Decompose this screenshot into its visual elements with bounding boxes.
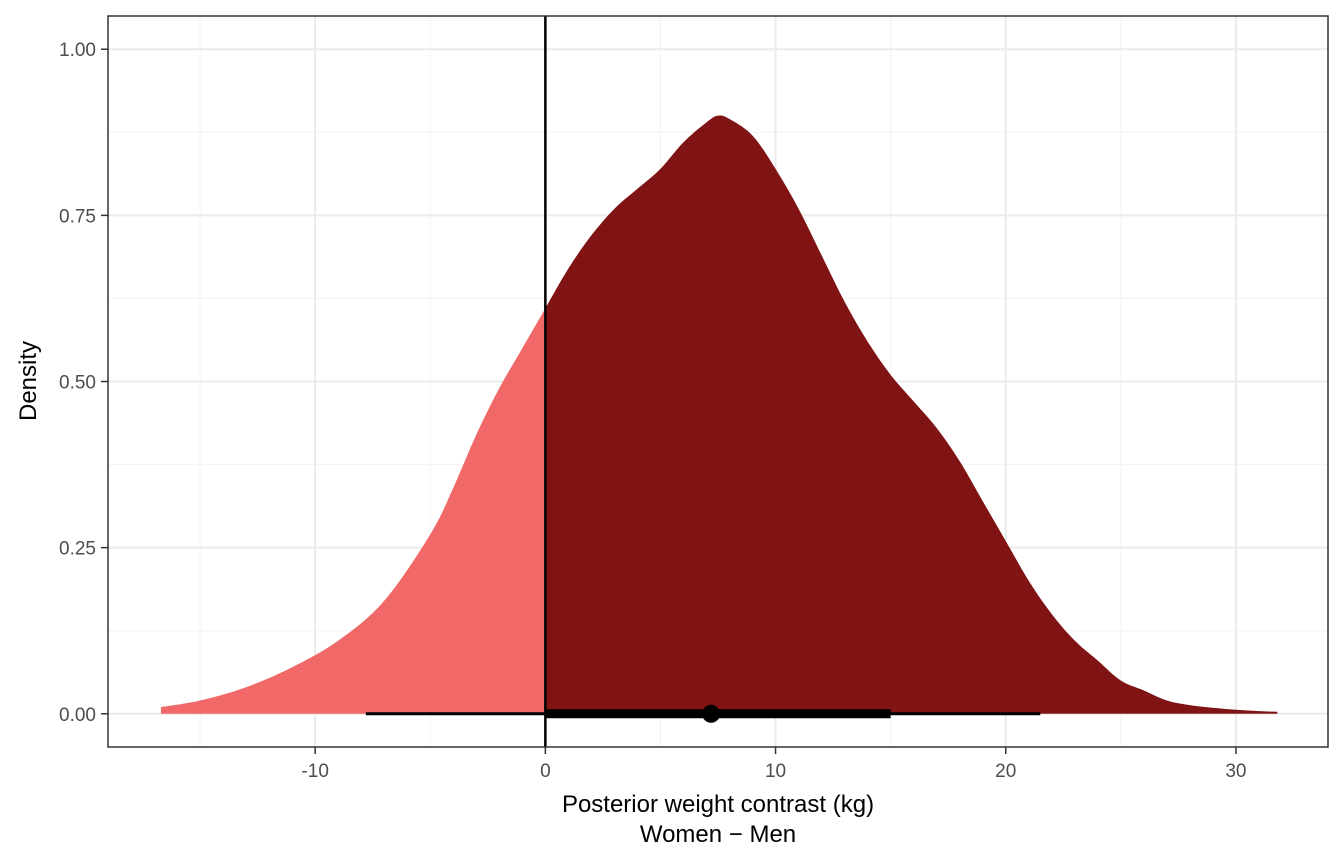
y-axis: 0.00 0.25 0.50 0.75 1.00 xyxy=(59,40,108,726)
interval-layer xyxy=(365,704,1041,723)
x-axis: -10 0 10 20 30 xyxy=(301,747,1246,782)
y-tick-label: 0.50 xyxy=(59,373,96,394)
x-tick-label: 10 xyxy=(765,761,786,782)
density-area-below-zero xyxy=(160,308,546,714)
density-layer xyxy=(160,115,1278,714)
x-tick-label: -10 xyxy=(301,761,328,782)
x-tick-label: 20 xyxy=(995,761,1016,782)
x-axis-title: Posterior weight contrast (kg) xyxy=(562,791,874,818)
y-tick-label: 0.25 xyxy=(59,539,96,560)
y-tick-label: 0.75 xyxy=(59,206,96,227)
y-axis-title: Density xyxy=(15,341,42,421)
x-tick-label: 0 xyxy=(540,761,551,782)
y-tick-label: 0.00 xyxy=(59,705,96,726)
y-tick-label: 1.00 xyxy=(59,40,96,61)
point-estimate xyxy=(702,704,721,723)
density-area-above-zero xyxy=(545,115,1278,714)
x-axis-subtitle: Women − Men xyxy=(640,821,796,848)
x-tick-label: 30 xyxy=(1225,761,1246,782)
